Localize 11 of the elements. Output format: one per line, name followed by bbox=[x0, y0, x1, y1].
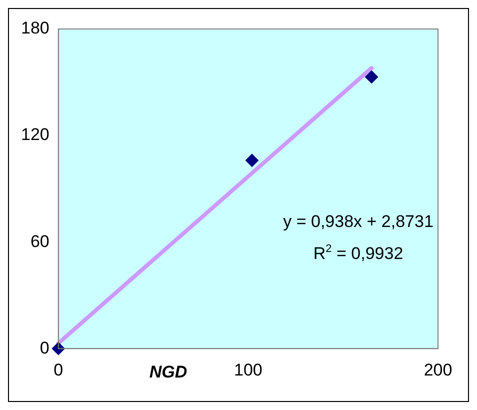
y-tick-label: 60 bbox=[30, 232, 50, 251]
y-tick-label: 120 bbox=[20, 125, 50, 144]
point bbox=[365, 70, 378, 84]
x-tick-label: 0 bbox=[54, 360, 64, 380]
x-tick-label: 200 bbox=[424, 360, 452, 380]
y-tick-label: 0 bbox=[40, 338, 50, 358]
point bbox=[245, 154, 258, 167]
x-axis-title: NGD bbox=[149, 362, 188, 382]
x-tick-label: 100 bbox=[234, 360, 262, 380]
y-tick-label: 180 bbox=[20, 18, 50, 38]
annotation: y = 0,938x + 2,8731 bbox=[283, 212, 434, 232]
